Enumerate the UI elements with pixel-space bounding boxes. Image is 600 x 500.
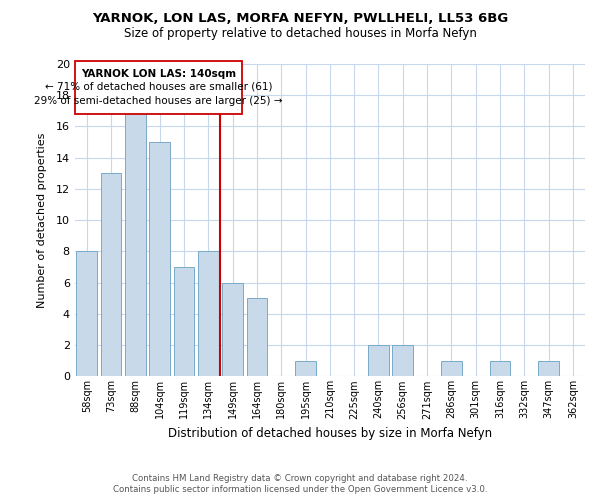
Bar [149, 142, 170, 376]
Text: ← 71% of detached houses are smaller (61): ← 71% of detached houses are smaller (61… [45, 82, 272, 92]
Text: Size of property relative to detached houses in Morfa Nefyn: Size of property relative to detached ho… [124, 28, 476, 40]
Bar [368, 345, 389, 376]
Text: Contains HM Land Registry data © Crown copyright and database right 2024.
Contai: Contains HM Land Registry data © Crown c… [113, 474, 487, 494]
Bar [490, 361, 510, 376]
Bar [198, 252, 218, 376]
Text: YARNOK, LON LAS, MORFA NEFYN, PWLLHELI, LL53 6BG: YARNOK, LON LAS, MORFA NEFYN, PWLLHELI, … [92, 12, 508, 26]
Bar [125, 111, 146, 376]
Bar [441, 361, 461, 376]
Text: 29% of semi-detached houses are larger (25) →: 29% of semi-detached houses are larger (… [34, 96, 283, 106]
Bar [392, 345, 413, 376]
Bar [247, 298, 267, 376]
Text: YARNOK LON LAS: 140sqm: YARNOK LON LAS: 140sqm [81, 69, 236, 79]
Bar [222, 282, 243, 376]
Bar [76, 252, 97, 376]
Bar [538, 361, 559, 376]
FancyBboxPatch shape [75, 61, 242, 114]
Bar [101, 174, 121, 376]
Bar [295, 361, 316, 376]
Bar [173, 267, 194, 376]
X-axis label: Distribution of detached houses by size in Morfa Nefyn: Distribution of detached houses by size … [168, 427, 492, 440]
Y-axis label: Number of detached properties: Number of detached properties [37, 132, 47, 308]
